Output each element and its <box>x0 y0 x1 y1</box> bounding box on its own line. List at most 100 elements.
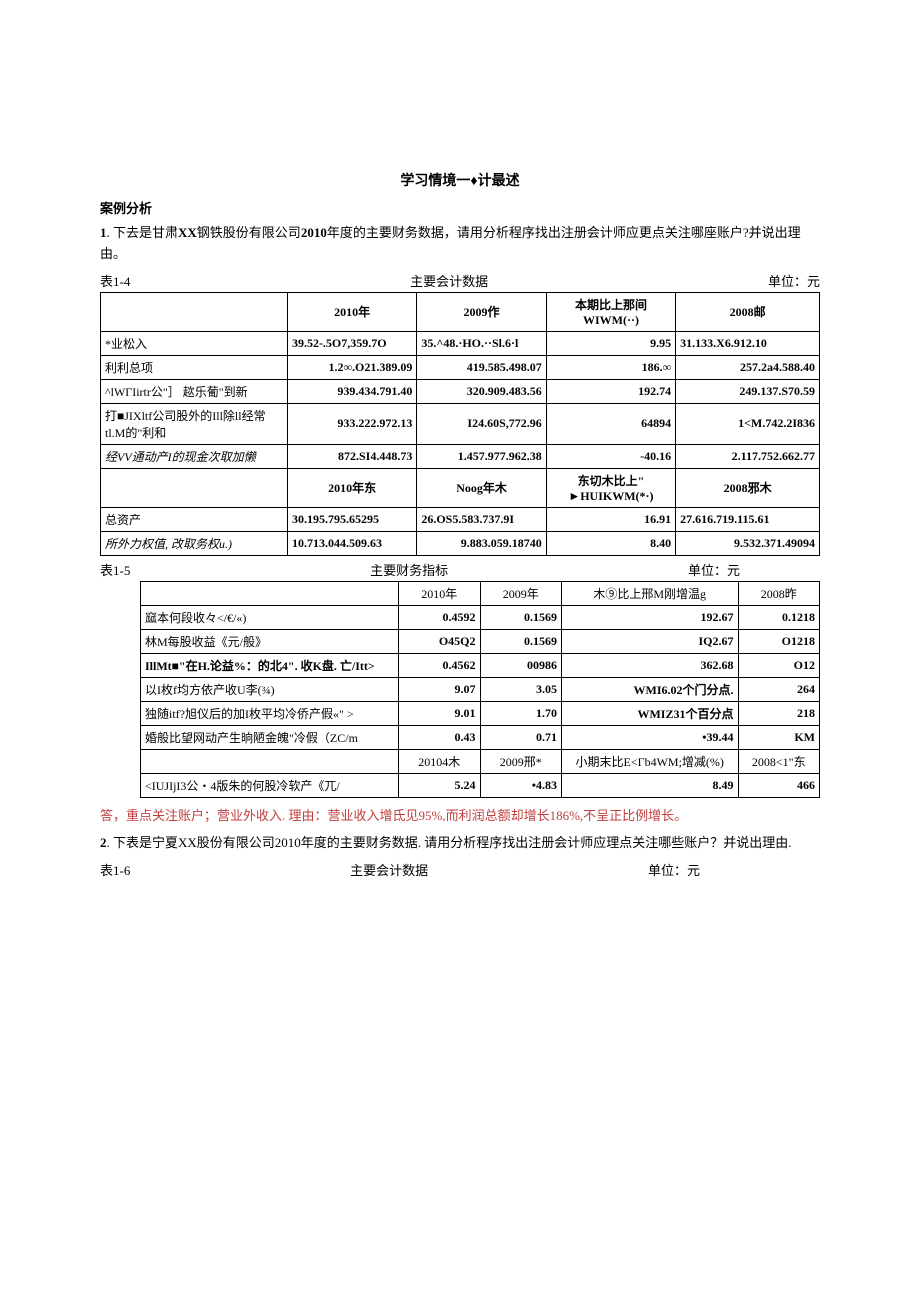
table-row: 2010年东 Noog年木 东切木比上" ►HUIKWM(*·) 2008邪木 <box>101 468 820 507</box>
t2-r6-d: 466 <box>738 773 820 797</box>
t2-r0-c: 192.67 <box>561 605 738 629</box>
table-row: 打■JIXltf公司股外的Ill除ll经常tl.M的"利和 933.222.97… <box>101 403 820 444</box>
t1-r2-a: 939.434.791.40 <box>287 379 416 403</box>
t1-r6-a: 10.713.044.509.63 <box>287 531 416 555</box>
t1-r5-b: 26.OS5.583.737.9I <box>417 507 546 531</box>
t2-r3-d: 264 <box>738 677 820 701</box>
t2-r1-d: O1218 <box>738 629 820 653</box>
t2-r0-d: 0.1218 <box>738 605 820 629</box>
q1-text-d: 2010 <box>301 225 327 240</box>
page-title: 学习情境一♦计最述 <box>100 170 820 190</box>
t2-r1-a: O45Q2 <box>399 629 480 653</box>
t1-r5-a: 30.195.795.65295 <box>287 507 416 531</box>
t2-h7: 小期末比E<Γb4WM;增减(%) <box>561 749 738 773</box>
answer-text: 答，重点关注账户；营业外收入. 理由：营业收入增氐见95%,而利润总额却增长18… <box>100 806 820 826</box>
t1-h7: 东切木比上" ►HUIKWM(*·) <box>546 468 675 507</box>
t2-h2: 2009年 <box>480 581 561 605</box>
table2-caption-center: 主要财务指标 <box>130 560 688 579</box>
table2-caption-right: 单位：元 <box>688 560 820 579</box>
table-row: 2010年 2009年 木⑨比上邢M刚增温g 2008昨 <box>141 581 820 605</box>
table3-caption: 表1-6 主要会计数据 单位：元 <box>100 860 820 879</box>
table-1-5: 2010年 2009年 木⑨比上邢M刚增温g 2008昨 窳本何段收々</€/«… <box>140 581 820 798</box>
table-row: *业松入 39.52-.5O7,359.7O 35.^48.·HO.··Sl.6… <box>101 331 820 355</box>
question-2: 2. 下表是宁夏XX股份有限公司2010年度的主要财务数据. 请用分析程序找出注… <box>100 833 820 854</box>
t1-r3-l: 打■JIXltf公司股外的Ill除ll经常tl.M的"利和 <box>101 403 288 444</box>
t1-r6-b: 9.883.059.18740 <box>417 531 546 555</box>
t2-r4-b: 1.70 <box>480 701 561 725</box>
t2-h4: 2008昨 <box>738 581 820 605</box>
t2-h3: 木⑨比上邢M刚增温g <box>561 581 738 605</box>
t1-r6-c: 8.40 <box>546 531 675 555</box>
t2-r1-c: IQ2.67 <box>561 629 738 653</box>
table1-caption: 表1-4 主要会计数据 单位：元 <box>100 271 820 290</box>
table1-caption-center: 主要会计数据 <box>130 271 768 290</box>
t2-r6-c: 8.49 <box>561 773 738 797</box>
t1-h3: 本期比上那间WIWM(··) <box>546 292 675 331</box>
table2-caption-left: 表1-5 <box>100 560 130 579</box>
t2-r4-d: 218 <box>738 701 820 725</box>
t1-r2-l: ^lWΓIirtr公"］ 趑乐葡"到新 <box>101 379 288 403</box>
t2-r3-l: 以I枚f均方依产收U李(¾) <box>141 677 399 701</box>
t2-r4-l: 独随itf?旭仪后的加I枚平均冷侨产假«" > <box>141 701 399 725</box>
t1-r0-b: 35.^48.·HO.··Sl.6·l <box>417 331 546 355</box>
question-1: 1. 下去是甘肃XX钢铁股份有限公司2010年度的主要财务数据，请用分析程序找出… <box>100 223 820 265</box>
t2-r5-d: KM <box>738 725 820 749</box>
table-row: ^lWΓIirtr公"］ 趑乐葡"到新 939.434.791.40 320.9… <box>101 379 820 403</box>
t2-r3-a: 9.07 <box>399 677 480 701</box>
t2-r4-c: WMIZ31个百分点 <box>561 701 738 725</box>
t1-r2-c: 192.74 <box>546 379 675 403</box>
t2-r5-b: 0.71 <box>480 725 561 749</box>
table-row: 婚般比望网动产生晌陋金魄"冷假（ZC/m 0.43 0.71 •39.44 KM <box>141 725 820 749</box>
table-row: 所外力权值, 改取务权u.) 10.713.044.509.63 9.883.0… <box>101 531 820 555</box>
t1-r5-l: 总资产 <box>101 507 288 531</box>
table-row: 独随itf?旭仪后的加I枚平均冷侨产假«" > 9.01 1.70 WMIZ31… <box>141 701 820 725</box>
t1-r6-l: 所外力权值, 改取务权u.) <box>101 531 288 555</box>
table3-caption-right: 单位：元 <box>648 860 820 879</box>
q2-text: . 下表是宁夏XX股份有限公司2010年度的主要财务数据. 请用分析程序找出注册… <box>107 835 792 850</box>
table1-caption-left: 表1-4 <box>100 271 130 290</box>
table-row: 20104木 2009邢* 小期末比E<Γb4WM;增减(%) 2008<1"东 <box>141 749 820 773</box>
t1-r4-l: 经VV通动产I的现金次取加懒 <box>101 444 288 468</box>
q1-text-c: 钢铁股份有限公司 <box>197 225 301 240</box>
t1-r1-b: 419.585.498.07 <box>417 355 546 379</box>
table-row: 总资产 30.195.795.65295 26.OS5.583.737.9I 1… <box>101 507 820 531</box>
table3-caption-left: 表1-6 <box>100 860 130 879</box>
t2-r0-a: 0.4592 <box>399 605 480 629</box>
t1-r2-d: 249.137.S70.59 <box>676 379 820 403</box>
t2-r5-l: 婚般比望网动产生晌陋金魄"冷假（ZC/m <box>141 725 399 749</box>
t1-r5-d: 27.616.719.115.61 <box>676 507 820 531</box>
table2-caption: 表1-5 主要财务指标 单位：元 <box>100 560 820 579</box>
t2-r1-b: 0.1569 <box>480 629 561 653</box>
t1-h1: 2010年 <box>287 292 416 331</box>
t2-r3-c: WMI6.02个门分点. <box>561 677 738 701</box>
t2-r0-b: 0.1569 <box>480 605 561 629</box>
t1-r0-c: 9.95 <box>546 331 675 355</box>
t1-r5-c: 16.91 <box>546 507 675 531</box>
t2-r6-b: •4.83 <box>480 773 561 797</box>
t1-r3-b: I24.60S,772.96 <box>417 403 546 444</box>
t1-h6: Noog年木 <box>417 468 546 507</box>
t1-r0-d: 31.133.X6.912.10 <box>676 331 820 355</box>
table-row: 经VV通动产I的现金次取加懒 872.SI4.448.73 1.457.977.… <box>101 444 820 468</box>
table-row: 林M每股收益《元/般》 O45Q2 0.1569 IQ2.67 O1218 <box>141 629 820 653</box>
t2-r3-b: 3.05 <box>480 677 561 701</box>
t2-r2-b: 00986 <box>480 653 561 677</box>
t2-h1: 2010年 <box>399 581 480 605</box>
table-row: 窳本何段收々</€/«) 0.4592 0.1569 192.67 0.1218 <box>141 605 820 629</box>
t1-h4: 2008邮 <box>676 292 820 331</box>
t1-r0-a: 39.52-.5O7,359.7O <box>287 331 416 355</box>
t2-r2-d: O12 <box>738 653 820 677</box>
t1-r1-d: 257.2a4.588.40 <box>676 355 820 379</box>
t2-r2-a: 0.4562 <box>399 653 480 677</box>
section-header: 案例分析 <box>100 198 820 217</box>
t2-r2-c: 362.68 <box>561 653 738 677</box>
table-row: 利利总项 1.2∞.O21.389.09 419.585.498.07 186.… <box>101 355 820 379</box>
t2-r1-l: 林M每股收益《元/般》 <box>141 629 399 653</box>
t2-r6-l: <IUJIjI3公・4版朱的何股冷软产《兀/ <box>141 773 399 797</box>
t1-r3-a: 933.222.972.13 <box>287 403 416 444</box>
table3-caption-center: 主要会计数据 <box>130 860 648 879</box>
table-1-4: 2010年 2009作 本期比上那间WIWM(··) 2008邮 *业松入 39… <box>100 292 820 556</box>
t2-r4-a: 9.01 <box>399 701 480 725</box>
t1-r4-b: 1.457.977.962.38 <box>417 444 546 468</box>
t1-r4-d: 2.117.752.662.77 <box>676 444 820 468</box>
